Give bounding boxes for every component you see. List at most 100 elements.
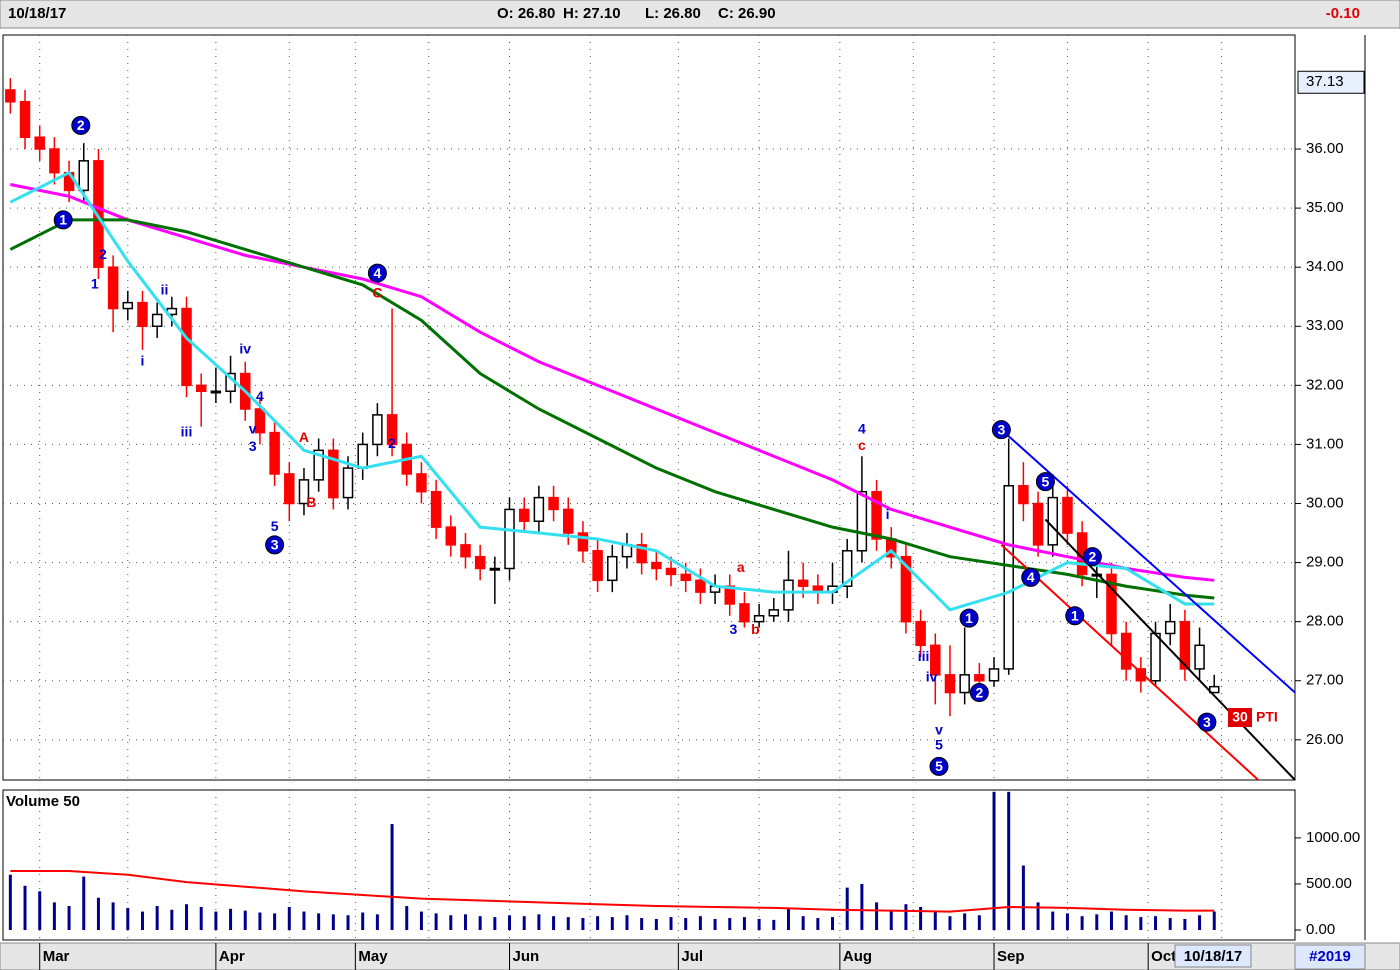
- y-tick-label: 27.00: [1306, 672, 1344, 689]
- candle-body: [1032, 502, 1044, 546]
- header-close: C: 26.90: [718, 5, 776, 22]
- candle-body: [607, 555, 618, 582]
- x-tick-label: May: [358, 948, 388, 965]
- volume-bar: [904, 904, 908, 930]
- volume-bar: [67, 906, 71, 930]
- candle-body: [5, 89, 16, 103]
- volume-bar: [199, 906, 203, 930]
- candle-body: [313, 449, 324, 481]
- y-tick-label: 33.00: [1306, 317, 1344, 334]
- wave-label: iii: [181, 423, 193, 439]
- volume-bar: [1183, 918, 1187, 930]
- y-tick-label: 0.00: [1306, 921, 1335, 938]
- wave-label: 1: [965, 610, 973, 626]
- volume-bar: [508, 915, 512, 930]
- x-tick-label: Oct: [1151, 948, 1176, 965]
- wave-marker: [1035, 472, 1055, 492]
- wave-label: 2: [388, 435, 396, 451]
- header-open: O: 26.80: [497, 5, 555, 22]
- volume-bar: [1124, 915, 1128, 930]
- candle-body: [518, 508, 530, 522]
- wave-label: 4: [256, 388, 264, 404]
- volume-bar: [243, 910, 247, 930]
- volume-bar: [302, 911, 306, 930]
- candle-body: [342, 467, 354, 499]
- candle-body: [489, 567, 501, 571]
- wave-label: 2: [1088, 548, 1096, 564]
- candle-body: [254, 408, 266, 434]
- candle-body: [871, 490, 882, 540]
- candle-body: [915, 620, 926, 647]
- wave-label: 4: [1027, 569, 1035, 585]
- y-tick-label: 26.00: [1306, 731, 1344, 748]
- wave-label: 1: [1071, 607, 1079, 623]
- candle-body: [284, 473, 295, 505]
- x-tick-label: Jul: [681, 948, 703, 965]
- volume-bar: [331, 914, 335, 930]
- volume-bar: [1065, 913, 1069, 930]
- volume-bar: [478, 916, 482, 930]
- wave-marker: [991, 420, 1011, 440]
- volume-bar: [698, 916, 702, 930]
- volume-bar: [816, 918, 820, 930]
- wave-label: B: [306, 494, 316, 510]
- volume-bar: [317, 913, 321, 930]
- x-tick-label: Mar: [43, 948, 70, 965]
- wave-label: c: [858, 437, 866, 453]
- volume-bar: [273, 913, 277, 930]
- candle-body: [930, 644, 941, 676]
- y-tick-label: 29.00: [1306, 554, 1344, 571]
- signal-text: PTI: [1256, 709, 1278, 725]
- candle-body: [1194, 644, 1205, 670]
- signal-box: [1228, 708, 1252, 727]
- volume-pane: [2, 789, 1296, 941]
- wave-label: 5: [935, 758, 943, 774]
- volume-bar: [1021, 865, 1025, 930]
- candle-body: [1018, 485, 1029, 505]
- header-bar: [0, 0, 1400, 29]
- volume-bar: [229, 908, 233, 930]
- last-price-label: 37.13: [1306, 73, 1344, 90]
- volume-bar: [977, 915, 981, 930]
- wave-label: 2: [99, 246, 107, 262]
- candle-body: [357, 443, 368, 469]
- candle-body: [445, 526, 457, 546]
- volume-bar: [596, 916, 600, 930]
- wave-label: iv: [239, 341, 251, 357]
- candle-body: [768, 609, 780, 617]
- candle-body: [988, 668, 1000, 682]
- volume-bar: [390, 824, 394, 930]
- volume-bar: [1095, 914, 1099, 930]
- wave-label: 2: [77, 117, 85, 133]
- volume-bar: [38, 891, 42, 930]
- volume-bar: [258, 912, 262, 930]
- volume-bar: [1080, 916, 1084, 930]
- volume-bar: [23, 885, 27, 930]
- y-tick-label: 500.00: [1306, 875, 1352, 892]
- wave-label: i: [886, 506, 890, 522]
- wave-label: 5: [271, 518, 279, 534]
- volume-bar: [713, 918, 717, 930]
- volume-bar: [346, 915, 350, 930]
- wave-label: 1: [91, 276, 99, 292]
- x-tick-label: Sep: [997, 948, 1025, 965]
- wave-marker: [1021, 567, 1041, 587]
- volume-bar: [801, 916, 805, 930]
- candle-body: [1179, 620, 1191, 670]
- candle-body: [592, 550, 603, 582]
- x-tick-label: Apr: [219, 948, 245, 965]
- wave-label: 3: [271, 537, 279, 553]
- candle-body: [1062, 496, 1073, 534]
- trend-line: [1000, 428, 1295, 694]
- volume-bar: [126, 907, 130, 930]
- candle-body: [474, 555, 486, 570]
- candle-body: [563, 508, 574, 534]
- y-tick-label: 32.00: [1306, 376, 1344, 393]
- volume-bar: [875, 902, 879, 930]
- volume-bar: [831, 917, 835, 930]
- candle-body: [269, 431, 280, 475]
- candle-body: [372, 414, 383, 446]
- volume-bar: [52, 902, 56, 930]
- wave-marker: [367, 263, 387, 283]
